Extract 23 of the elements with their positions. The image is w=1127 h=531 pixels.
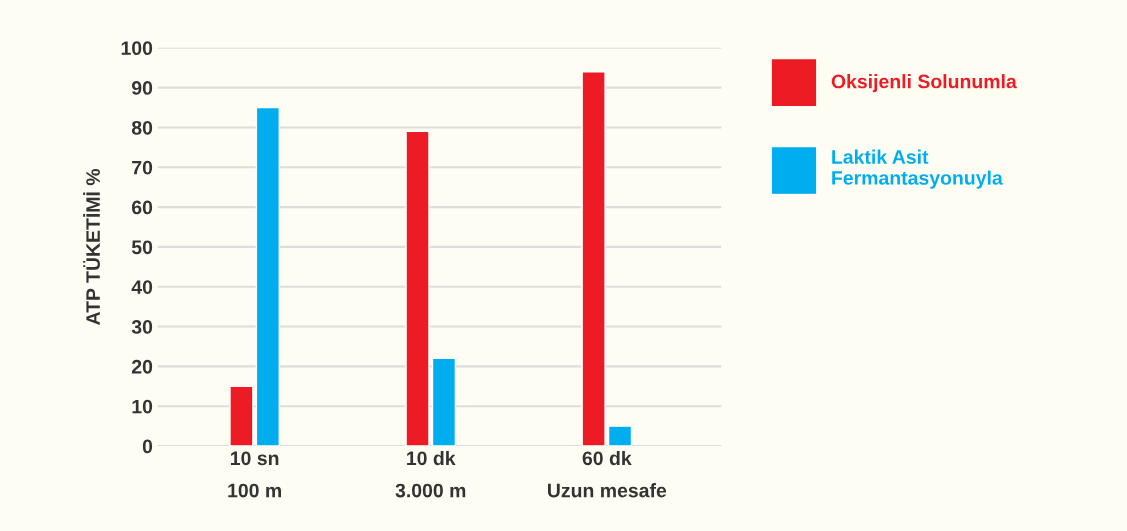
y-tick-label: 80 xyxy=(131,120,153,135)
y-tick-label: 10 xyxy=(132,399,153,414)
bar xyxy=(229,385,254,447)
bar xyxy=(581,70,606,447)
x-tick-label: 60 dk Uzun mesafe xyxy=(548,450,667,498)
y-axis-title: ATP TÜKETİMİ % xyxy=(83,168,100,325)
bar xyxy=(607,425,633,447)
bar xyxy=(431,357,457,447)
legend-label: Oksijenli Solunumla xyxy=(831,74,1017,93)
bar xyxy=(405,130,430,447)
y-tick-label: 0 xyxy=(142,439,153,454)
y-tick-label: 40 xyxy=(131,280,153,294)
y-tick-label: 70 xyxy=(132,160,153,175)
x-tick-label: 10 sn 100 m xyxy=(228,451,281,498)
y-tick-label: 90 xyxy=(131,81,153,95)
y-tick-label: 30 xyxy=(131,320,153,334)
y-tick-label: 100 xyxy=(121,41,153,56)
legend-label: Laktik Asit Fermantasyonuyla xyxy=(832,149,1003,189)
bar xyxy=(255,106,280,447)
y-tick-label: 50 xyxy=(131,240,153,255)
y-tick-label: 20 xyxy=(131,359,153,374)
x-tick-label: 10 dk 3.000 m xyxy=(395,450,466,498)
y-tick-label: 60 xyxy=(132,200,153,215)
